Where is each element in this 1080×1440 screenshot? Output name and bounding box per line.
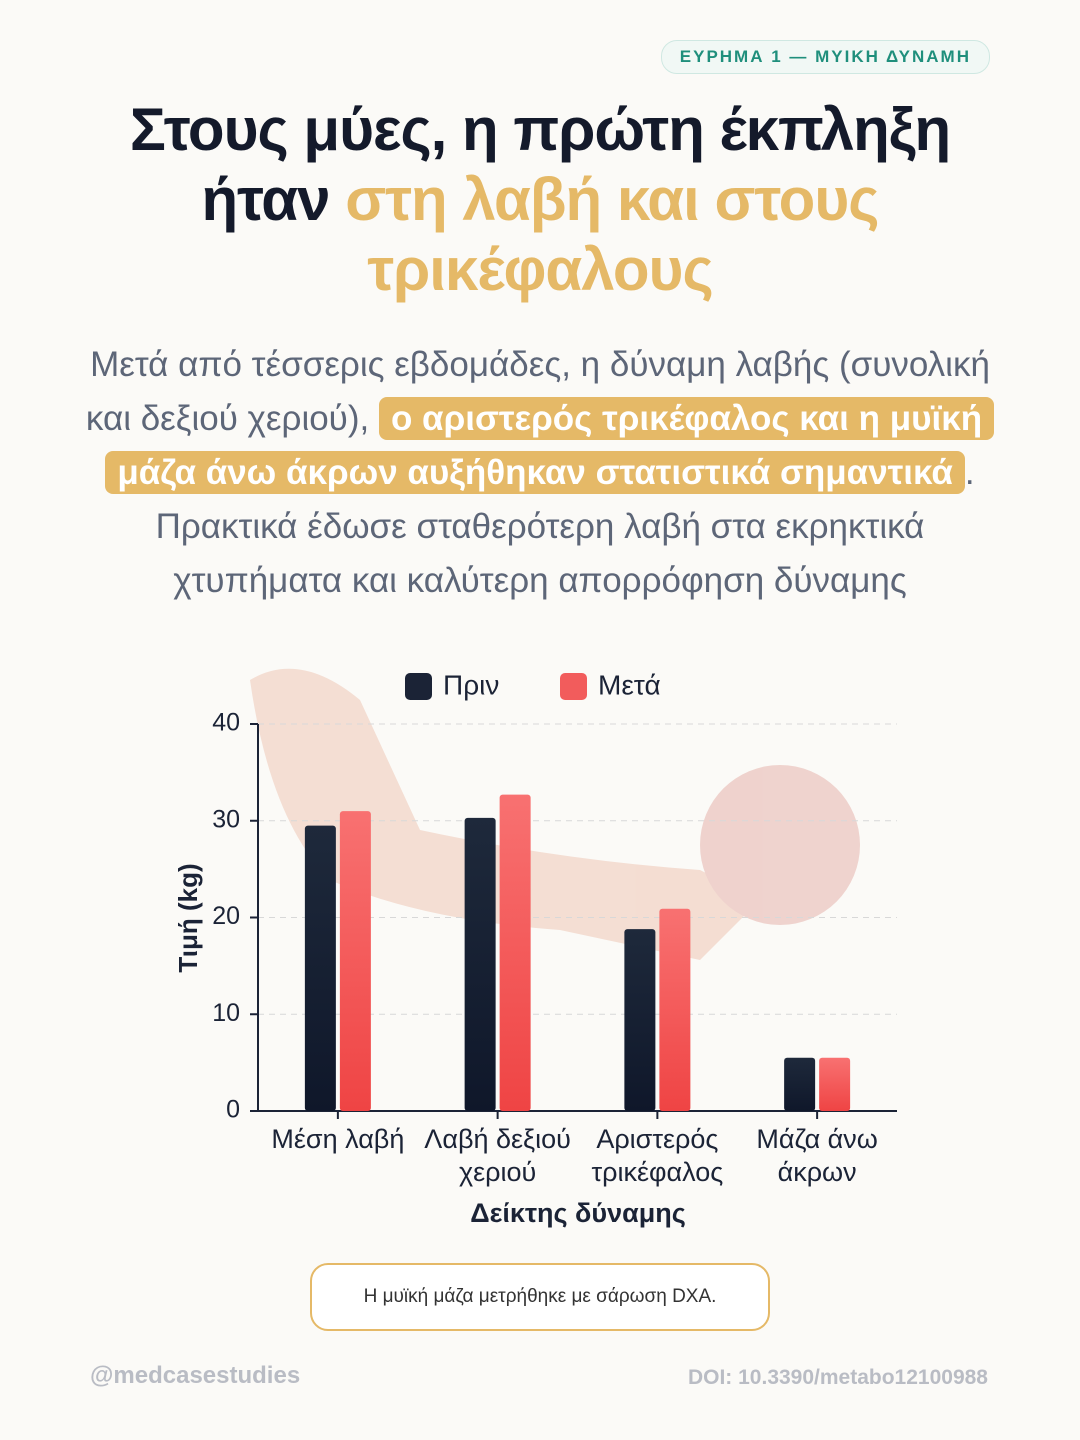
bar (499, 794, 531, 1111)
body-text: Μετά από τέσσερις εβδομάδες, η δύναμη λα… (80, 338, 1000, 608)
x-axis-label: Δείκτης δύναμης (470, 1198, 686, 1228)
x-tick-label: Αριστερός τρικέφαλος (591, 1124, 724, 1187)
legend-label: Μετά (598, 669, 661, 700)
legend-label: Πριν (443, 669, 499, 700)
title-text: Στους μύες, η πρώτη έκπληξη ήταν (129, 96, 951, 233)
handle: @medcasestudies (90, 1362, 301, 1389)
legend-swatch (560, 673, 587, 700)
bar (659, 908, 691, 1111)
legend-swatch (405, 673, 432, 700)
y-tick-label: 10 (212, 999, 240, 1027)
tag: ΕΥΡΗΜΑ 1 — ΜΥΙΚΗ ΔΥΝΑΜΗ (660, 40, 990, 74)
y-axis-label: Τιμή (kg) (173, 863, 203, 972)
x-tick-label: Μάζα άνω άκρων (756, 1124, 878, 1187)
footnote: Η μυϊκή μάζα μετρήθηκε με σάρωση DXA. (310, 1263, 770, 1331)
x-tick-label: Μέση λαβή (271, 1124, 405, 1154)
y-tick-label: 30 (212, 805, 240, 833)
x-tick-label: Λαβή δεξιού χεριού (424, 1124, 571, 1187)
illustration (250, 668, 860, 960)
bar (464, 817, 496, 1111)
text: Μετά από τέσσερις εβδομάδες, η δύναμη λα… (85, 345, 990, 438)
bar (784, 1057, 816, 1111)
bar (304, 825, 336, 1111)
y-tick-label: 20 (212, 902, 240, 930)
title: Στους μύες, η πρώτη έκπληξη ήταν στη λαβ… (60, 95, 1020, 305)
text: . Πρακτικά έδωσε σταθερότερη λαβή στα εκ… (155, 453, 975, 600)
bar (819, 1057, 851, 1111)
y-tick-label: 40 (212, 709, 240, 737)
title-highlight: στη λαβή και στους τρικέφαλους (345, 166, 879, 303)
y-tick-label: 0 (226, 1096, 240, 1124)
bar (339, 811, 371, 1111)
doi: DOI: 10.3390/metabo12100988 (687, 1366, 988, 1389)
bar (624, 929, 656, 1111)
chart: Τιμή (kg) Δείκτης δύναμης 0 10 20 30 40 Πριν Μ… (173, 668, 897, 1228)
